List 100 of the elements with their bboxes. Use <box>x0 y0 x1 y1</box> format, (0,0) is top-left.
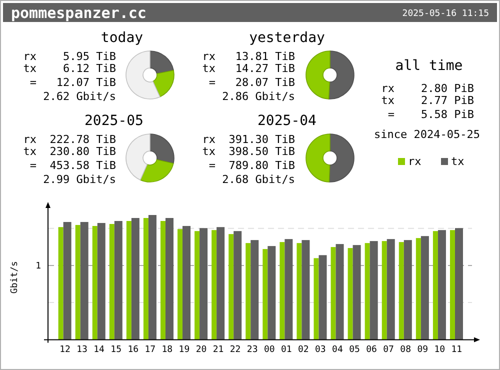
donut-slice <box>126 134 150 180</box>
text: tx 2.77 PiB <box>381 94 474 107</box>
legend-label: tx <box>451 155 465 168</box>
x-tick-label: 23 <box>246 345 258 355</box>
ref-line-label: 1 <box>36 262 41 272</box>
text: pommespanzer.cc <box>11 4 146 22</box>
x-tick-label: 00 <box>264 345 275 355</box>
bar <box>416 238 421 340</box>
bar <box>92 226 98 340</box>
x-tick-label: 13 <box>76 345 88 355</box>
bar <box>284 239 293 340</box>
bar <box>352 245 361 340</box>
x-tick-label: 10 <box>434 345 446 355</box>
x-tick-label: 17 <box>144 345 156 355</box>
bar <box>268 246 276 340</box>
y-axis-title: Gbit/s <box>10 261 20 294</box>
bar <box>318 255 327 340</box>
bar <box>250 240 259 340</box>
x-tick-label: 20 <box>196 345 207 355</box>
bar <box>165 218 174 340</box>
bar <box>178 229 183 340</box>
x-tick-label: 19 <box>178 345 190 355</box>
donut-slice <box>152 70 174 98</box>
bar <box>330 247 336 340</box>
bar <box>114 220 122 340</box>
bar <box>420 236 429 340</box>
text: rx 13.81 TiB <box>202 50 296 63</box>
bar <box>109 224 114 340</box>
donut-slice <box>126 50 160 100</box>
text: since 2024-05-25 <box>374 128 480 141</box>
x-tick-label: 15 <box>110 345 122 355</box>
bar <box>143 218 148 340</box>
donut-slice <box>328 50 354 100</box>
text: 2025-05-16 11:15 <box>402 9 489 19</box>
chart-title: 2025-04 <box>257 113 317 129</box>
x-tick-label: 06 <box>366 345 377 355</box>
donut-slice <box>306 50 330 100</box>
text: rx 5.95 TiB <box>23 50 116 63</box>
text: 2.68 Gbit/s <box>222 173 295 186</box>
text: = 28.07 TiB <box>202 76 296 89</box>
x-tick-label: 11 <box>451 345 462 355</box>
text: tx 230.80 TiB <box>23 145 116 158</box>
bar <box>126 220 132 340</box>
text: rx 391.30 TiB <box>202 133 296 146</box>
donut-slice <box>306 134 330 182</box>
text: = 5.58 PiB <box>381 108 474 121</box>
text: 2.99 Gbit/s <box>43 173 116 186</box>
bar <box>75 224 80 340</box>
bar <box>262 249 268 340</box>
legend-label: rx <box>408 155 422 168</box>
bar <box>234 231 242 340</box>
bar <box>160 220 166 340</box>
chart-title: yesterday <box>249 30 325 46</box>
bar <box>314 258 319 340</box>
x-tick-label: 12 <box>60 345 70 355</box>
text: tx 14.27 TiB <box>202 62 296 75</box>
x-tick-label: 14 <box>94 345 104 355</box>
bar <box>382 241 387 340</box>
text: = 789.80 TiB <box>202 159 296 172</box>
donut-slice <box>150 50 174 74</box>
bar <box>58 227 64 340</box>
text: rx 222.78 TiB <box>23 133 116 146</box>
x-tick-label: 04 <box>332 345 343 355</box>
bar <box>404 240 412 340</box>
x-tick-label: 22 <box>230 345 241 355</box>
x-tick-label: 09 <box>417 345 428 355</box>
bar <box>302 240 310 340</box>
bar <box>450 230 455 340</box>
x-tick-label: 16 <box>128 345 139 355</box>
chart-title: today <box>100 30 144 46</box>
bar <box>438 230 446 340</box>
text: 2.62 Gbit/s <box>43 90 116 103</box>
donut-slice <box>140 159 174 182</box>
bar <box>131 218 140 340</box>
x-tick-label: 05 <box>349 345 360 355</box>
bar <box>97 222 106 340</box>
bar <box>194 231 200 340</box>
chart-title: 2025-05 <box>84 113 144 129</box>
bar <box>280 242 285 340</box>
bar <box>80 222 88 340</box>
bar <box>216 227 225 340</box>
bar <box>370 241 378 340</box>
x-tick-label: 21 <box>212 345 224 355</box>
bar <box>182 226 191 340</box>
bar <box>63 222 72 340</box>
bar <box>228 234 234 340</box>
x-tick-label: 18 <box>162 345 173 355</box>
donut-slice <box>150 134 174 164</box>
text: tx 398.50 TiB <box>202 145 296 158</box>
x-tick-label: 02 <box>298 345 309 355</box>
donut-slice <box>328 134 354 182</box>
x-tick-label: 07 <box>383 345 394 355</box>
bar <box>148 215 156 340</box>
bar <box>398 242 404 340</box>
x-tick-label: 08 <box>400 345 412 355</box>
bar <box>336 244 344 340</box>
text: all time <box>395 58 463 74</box>
bar <box>364 243 370 340</box>
text: rx 2.80 PiB <box>381 82 474 95</box>
x-tick-label: 01 <box>280 345 292 355</box>
